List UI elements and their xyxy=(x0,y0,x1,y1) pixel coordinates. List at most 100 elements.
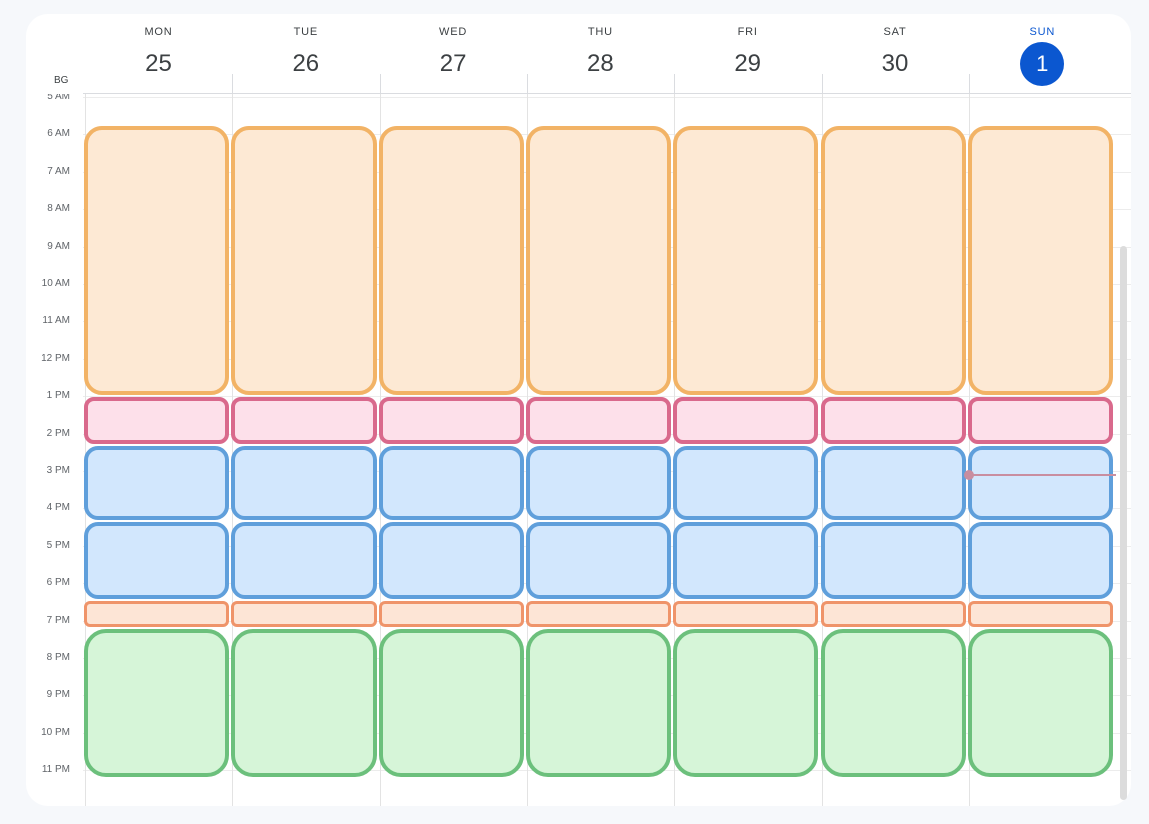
green-event-block[interactable] xyxy=(231,629,377,777)
pink-event-block[interactable] xyxy=(231,397,377,444)
day-column-divider xyxy=(968,94,970,806)
pink-event-block[interactable] xyxy=(378,397,524,444)
pink-event-block[interactable] xyxy=(967,397,1114,444)
hour-label: 8 AM xyxy=(47,203,70,215)
day-number[interactable]: 26 xyxy=(292,50,320,77)
blue-event-block[interactable] xyxy=(967,445,1114,521)
peach-event-block[interactable] xyxy=(84,601,230,628)
hour-label: 10 PM xyxy=(41,726,70,738)
peach-event-block[interactable] xyxy=(820,601,966,628)
header-column-divider xyxy=(968,74,970,94)
orange-event-block[interactable] xyxy=(84,126,230,396)
blue-event-block[interactable] xyxy=(673,522,819,600)
hour-label: 2 PM xyxy=(46,427,70,439)
blue-event-block[interactable] xyxy=(820,445,966,521)
peach-event-block[interactable] xyxy=(231,601,377,628)
orange-event-block[interactable] xyxy=(378,126,524,396)
peach-event-block[interactable] xyxy=(673,601,819,628)
day-column-divider xyxy=(232,94,234,806)
header-divider xyxy=(83,93,1131,94)
hour-label: 1 PM xyxy=(46,390,70,402)
hour-label: 12 PM xyxy=(41,352,70,364)
hour-label: 4 PM xyxy=(46,502,70,514)
hour-label: 5 AM xyxy=(47,94,70,102)
day-header-sat[interactable]: SAT 30 xyxy=(822,14,969,94)
today-date-number[interactable]: 1 xyxy=(1020,42,1065,86)
day-name: TUE xyxy=(293,26,318,38)
blue-event-block[interactable] xyxy=(525,522,672,600)
peach-event-block[interactable] xyxy=(378,601,524,628)
hour-gridline xyxy=(83,396,1131,398)
day-number[interactable]: 29 xyxy=(734,50,762,77)
day-column-divider xyxy=(526,94,528,806)
day-header-fri[interactable]: FRI 29 xyxy=(674,14,821,94)
blue-event-block[interactable] xyxy=(231,445,377,521)
green-event-block[interactable] xyxy=(525,629,672,777)
day-number[interactable]: 28 xyxy=(587,50,614,77)
green-event-block[interactable] xyxy=(820,629,966,777)
day-number[interactable]: 30 xyxy=(881,50,909,77)
orange-event-block[interactable] xyxy=(231,126,377,396)
week-header: BG MON 25 TUE 26 WED 27 THU 28 FRI 29 SAT 30 SUN 1 xyxy=(26,14,1131,94)
hour-label: 11 PM xyxy=(41,764,70,776)
hour-label: 6 PM xyxy=(46,577,70,589)
current-time-line xyxy=(968,473,1117,476)
pink-event-block[interactable] xyxy=(673,397,819,444)
orange-event-block[interactable] xyxy=(673,126,819,396)
orange-event-block[interactable] xyxy=(820,126,966,396)
scrollbar[interactable] xyxy=(1120,246,1127,800)
header-column-divider xyxy=(526,74,528,94)
blue-event-block[interactable] xyxy=(84,522,230,600)
day-name: SUN xyxy=(1029,26,1056,38)
day-column-divider xyxy=(674,94,676,806)
blue-event-block[interactable] xyxy=(84,445,230,521)
peach-event-block[interactable] xyxy=(525,601,672,628)
blue-event-block[interactable] xyxy=(820,522,966,600)
hour-label: 7 PM xyxy=(46,614,70,626)
pink-event-block[interactable] xyxy=(820,397,966,444)
day-column-divider xyxy=(821,94,823,806)
day-column-divider xyxy=(85,94,86,806)
pink-event-block[interactable] xyxy=(84,397,230,444)
day-header-mon[interactable]: MON 25 xyxy=(85,14,232,94)
day-header-tue[interactable]: TUE 26 xyxy=(232,14,379,94)
day-name: SAT xyxy=(883,26,907,38)
day-header-sun[interactable]: SUN 1 xyxy=(969,14,1116,94)
green-event-block[interactable] xyxy=(84,629,230,777)
hour-label: 6 AM xyxy=(47,128,70,140)
day-name: FRI xyxy=(737,26,758,38)
peach-event-block[interactable] xyxy=(967,601,1114,628)
hour-label: 3 PM xyxy=(46,465,70,476)
header-column-divider xyxy=(674,74,676,94)
blue-event-block[interactable] xyxy=(525,445,672,521)
day-column-divider xyxy=(379,94,381,806)
blue-event-block[interactable] xyxy=(967,522,1114,600)
day-number[interactable]: 27 xyxy=(439,50,467,77)
day-name: THU xyxy=(587,26,613,38)
time-grid[interactable]: 5 AM 6 AM 7 AM 8 AM 9 AM 10 AM 11 AM 12 PM 1 PM 2… xyxy=(26,94,1131,806)
hour-gridline xyxy=(83,97,1131,98)
header-column-divider xyxy=(232,74,234,94)
blue-event-block[interactable] xyxy=(231,522,377,600)
hour-label: 8 PM xyxy=(46,652,70,663)
hour-label: 9 PM xyxy=(46,689,70,701)
day-number[interactable]: 25 xyxy=(145,50,172,77)
green-event-block[interactable] xyxy=(378,629,524,777)
day-header-thu[interactable]: THU 28 xyxy=(527,14,674,94)
timezone-label: BG xyxy=(54,75,69,86)
day-name: WED xyxy=(439,26,468,38)
day-header-wed[interactable]: WED 27 xyxy=(380,14,527,94)
hour-label: 9 AM xyxy=(47,240,70,252)
day-name: MON xyxy=(144,26,173,38)
hour-label: 7 AM xyxy=(47,165,70,177)
orange-event-block[interactable] xyxy=(967,126,1114,396)
green-event-block[interactable] xyxy=(967,629,1114,777)
blue-event-block[interactable] xyxy=(673,445,819,521)
pink-event-block[interactable] xyxy=(525,397,672,444)
hour-label: 10 AM xyxy=(41,278,70,289)
blue-event-block[interactable] xyxy=(378,522,524,600)
orange-event-block[interactable] xyxy=(525,126,672,396)
blue-event-block[interactable] xyxy=(378,445,524,521)
green-event-block[interactable] xyxy=(673,629,819,777)
calendar-week-view: BG MON 25 TUE 26 WED 27 THU 28 FRI 29 SAT 30 SUN 1 5 … xyxy=(26,14,1131,806)
